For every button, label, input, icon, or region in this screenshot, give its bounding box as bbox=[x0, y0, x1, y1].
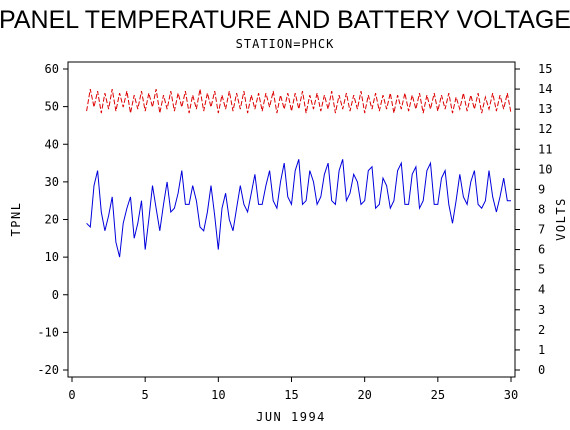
y-axis-label-right: VOLTS bbox=[554, 197, 568, 241]
y-left-tick-label: 0 bbox=[52, 288, 59, 302]
x-tick-label: 30 bbox=[504, 388, 518, 402]
voltage-series-line bbox=[86, 88, 512, 114]
y-axis-left: -20 -10 0 10 20 30 40 50 60 bbox=[37, 62, 68, 377]
y-left-tick-label: 50 bbox=[45, 100, 59, 114]
y-right-tick-label: 0 bbox=[538, 363, 545, 377]
x-tick-label: 5 bbox=[142, 388, 149, 402]
y-right-tick-label: 11 bbox=[538, 142, 552, 156]
y-right-tick-label: 9 bbox=[538, 182, 545, 196]
chart-subtitle: STATION=PHCK bbox=[236, 37, 335, 51]
x-tick-label: 20 bbox=[357, 388, 371, 402]
y-left-tick-label: 40 bbox=[45, 137, 59, 151]
series-layer bbox=[86, 88, 512, 258]
temperature-series-line bbox=[86, 159, 511, 258]
y-right-tick-label: 15 bbox=[538, 62, 552, 76]
x-tick-label: 10 bbox=[211, 388, 225, 402]
y-right-tick-label: 8 bbox=[538, 202, 545, 216]
y-right-tick-label: 7 bbox=[538, 223, 545, 237]
y-left-tick-label: 10 bbox=[45, 250, 59, 264]
y-right-tick-label: 14 bbox=[538, 82, 552, 96]
y-right-tick-label: 1 bbox=[538, 343, 545, 357]
y-left-tick-label: 20 bbox=[45, 213, 59, 227]
y-axis-label-left: TPNL bbox=[9, 202, 23, 237]
y-left-tick-label: 30 bbox=[45, 175, 59, 189]
x-tick-label: 25 bbox=[431, 388, 445, 402]
y-right-tick-label: 13 bbox=[538, 102, 552, 116]
y-left-tick-label: -10 bbox=[37, 325, 59, 339]
y-left-tick-label: -20 bbox=[37, 363, 59, 377]
y-right-tick-label: 6 bbox=[538, 243, 545, 257]
y-right-tick-label: 5 bbox=[538, 263, 545, 277]
y-right-tick-label: 2 bbox=[538, 323, 545, 337]
chart-title: PANEL TEMPERATURE AND BATTERY VOLTAGE bbox=[0, 6, 570, 34]
y-right-tick-label: 3 bbox=[538, 303, 545, 317]
x-axis: 0 5 10 15 20 25 30 bbox=[68, 377, 518, 402]
x-tick-label: 0 bbox=[68, 388, 75, 402]
x-axis-label: JUN 1994 bbox=[256, 410, 326, 424]
y-left-tick-label: 60 bbox=[45, 62, 59, 76]
y-right-tick-label: 12 bbox=[538, 122, 552, 136]
y-right-tick-label: 4 bbox=[538, 283, 545, 297]
x-tick-label: 15 bbox=[284, 388, 298, 402]
y-right-tick-label: 10 bbox=[538, 162, 552, 176]
